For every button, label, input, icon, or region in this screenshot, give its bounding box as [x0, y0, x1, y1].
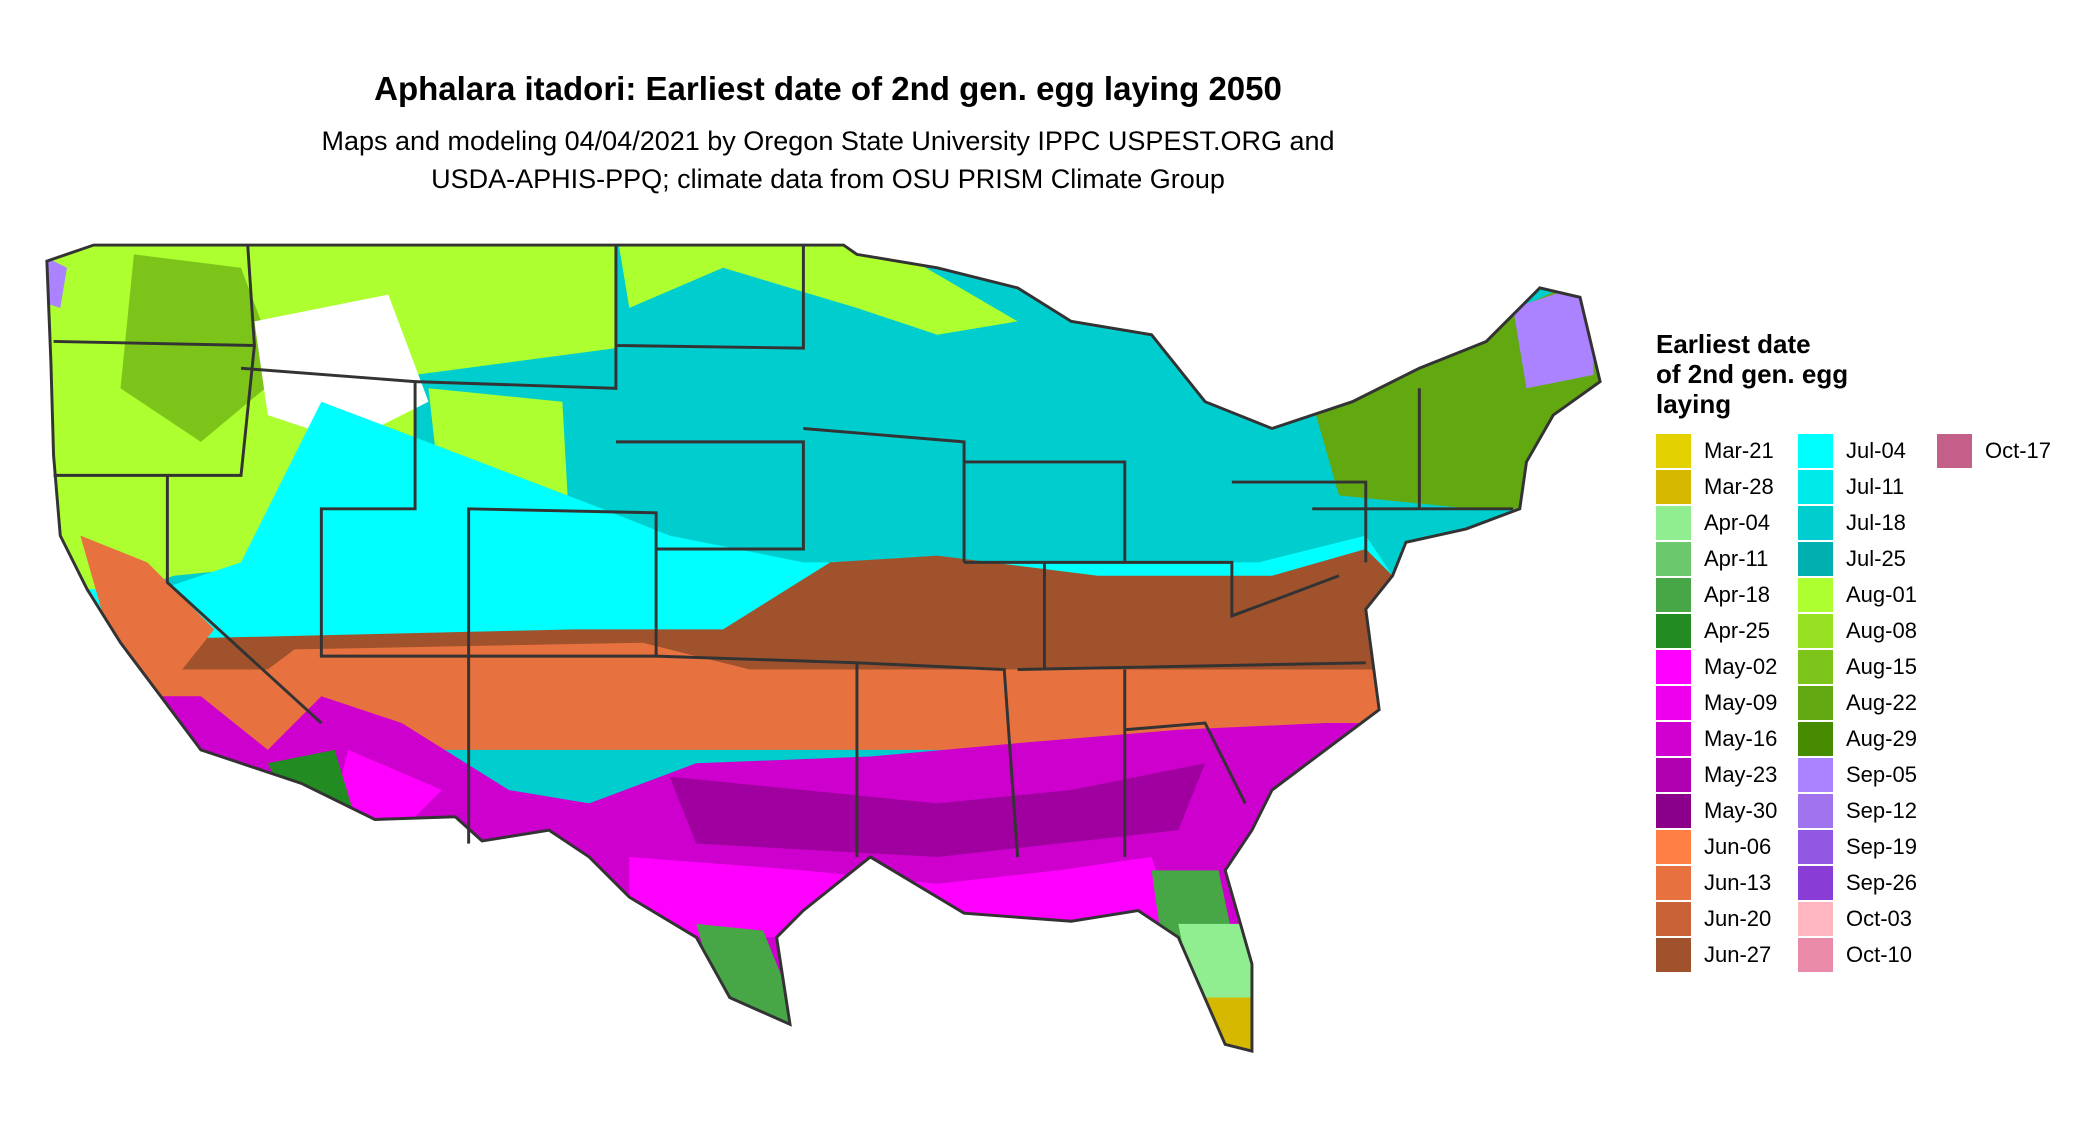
- legend-swatch: [1798, 506, 1833, 540]
- legend-swatch: [1656, 506, 1691, 540]
- legend-label: May-02: [1704, 654, 1777, 679]
- legend-swatch: [1656, 758, 1691, 792]
- legend-swatch: [1656, 650, 1691, 684]
- map-fill: [46, 245, 1601, 1052]
- legend-swatch: [1656, 542, 1691, 576]
- legend-label: May-09: [1704, 690, 1777, 715]
- legend-swatch: [1656, 722, 1691, 756]
- legend-swatch: [1798, 686, 1833, 720]
- legend-label: Sep-26: [1846, 870, 1917, 895]
- legend-label: Jul-11: [1846, 474, 1904, 499]
- legend-label: Sep-19: [1846, 834, 1917, 859]
- legend-label: Oct-10: [1846, 942, 1912, 967]
- legend-swatch: [1656, 578, 1691, 612]
- legend-swatch: [1656, 938, 1691, 972]
- legend-label: Jun-06: [1704, 834, 1771, 859]
- legend-swatch: [1798, 578, 1833, 612]
- legend-label: Apr-11: [1704, 546, 1768, 571]
- legend-label: Aug-15: [1846, 654, 1917, 679]
- legend-label: Apr-04: [1704, 510, 1770, 535]
- legend-swatch: [1798, 650, 1833, 684]
- legend-swatch: [1656, 866, 1691, 900]
- legend-swatch: [1656, 902, 1691, 936]
- legend-label: Mar-21: [1704, 438, 1774, 463]
- legend-swatch: [1937, 434, 1972, 468]
- legend-swatch: [1656, 434, 1691, 468]
- legend-swatch: [1798, 470, 1833, 504]
- legend-label: Aug-22: [1846, 690, 1917, 715]
- legend-swatch: [1798, 794, 1833, 828]
- legend-label: Aug-08: [1846, 618, 1917, 643]
- legend-swatch: [1798, 830, 1833, 864]
- legend-label: Aug-29: [1846, 726, 1917, 751]
- state-borders: [45, 243, 1602, 1053]
- legend-label: Sep-12: [1846, 798, 1917, 823]
- legend-swatch: [1798, 722, 1833, 756]
- legend-label: Mar-28: [1704, 474, 1774, 499]
- legend-label: Aug-01: [1846, 582, 1917, 607]
- map: [45, 243, 1602, 1053]
- legend-swatch: [1798, 542, 1833, 576]
- legend-label: Apr-18: [1704, 582, 1770, 607]
- legend-label: May-23: [1704, 762, 1777, 787]
- legend-label: Jun-20: [1704, 906, 1771, 931]
- legend-label: May-16: [1704, 726, 1777, 751]
- legend-swatch: [1656, 794, 1691, 828]
- legend-swatch: [1798, 614, 1833, 648]
- legend-label: Oct-03: [1846, 906, 1912, 931]
- legend-swatch: [1656, 614, 1691, 648]
- title: Aphalara itadori: Earliest date of 2nd g…: [374, 70, 1282, 107]
- legend-swatch: [1798, 902, 1833, 936]
- legend-label: Jul-25: [1846, 546, 1906, 571]
- legend-label: Sep-05: [1846, 762, 1917, 787]
- legend-title: laying: [1656, 389, 1731, 419]
- subtitle: Maps and modeling 04/04/2021 by Oregon S…: [321, 126, 1334, 156]
- legend-label: May-30: [1704, 798, 1777, 823]
- legend-title: Earliest date: [1656, 329, 1811, 359]
- legend-swatch: [1798, 938, 1833, 972]
- legend-swatch: [1798, 866, 1833, 900]
- legend-label: Jul-18: [1846, 510, 1906, 535]
- subtitle: USDA-APHIS-PPQ; climate data from OSU PR…: [431, 164, 1225, 194]
- legend-title: of 2nd gen. egg: [1656, 359, 1848, 389]
- legend-label: Oct-17: [1985, 438, 2051, 463]
- legend-swatch: [1798, 758, 1833, 792]
- legend-swatch: [1798, 434, 1833, 468]
- legend-swatch: [1656, 830, 1691, 864]
- legend-label: Jun-13: [1704, 870, 1771, 895]
- legend-swatch: [1656, 686, 1691, 720]
- legend-label: Apr-25: [1704, 618, 1770, 643]
- legend-label: Jun-27: [1704, 942, 1771, 967]
- legend-swatch: [1656, 470, 1691, 504]
- legend-label: Jul-04: [1846, 438, 1906, 463]
